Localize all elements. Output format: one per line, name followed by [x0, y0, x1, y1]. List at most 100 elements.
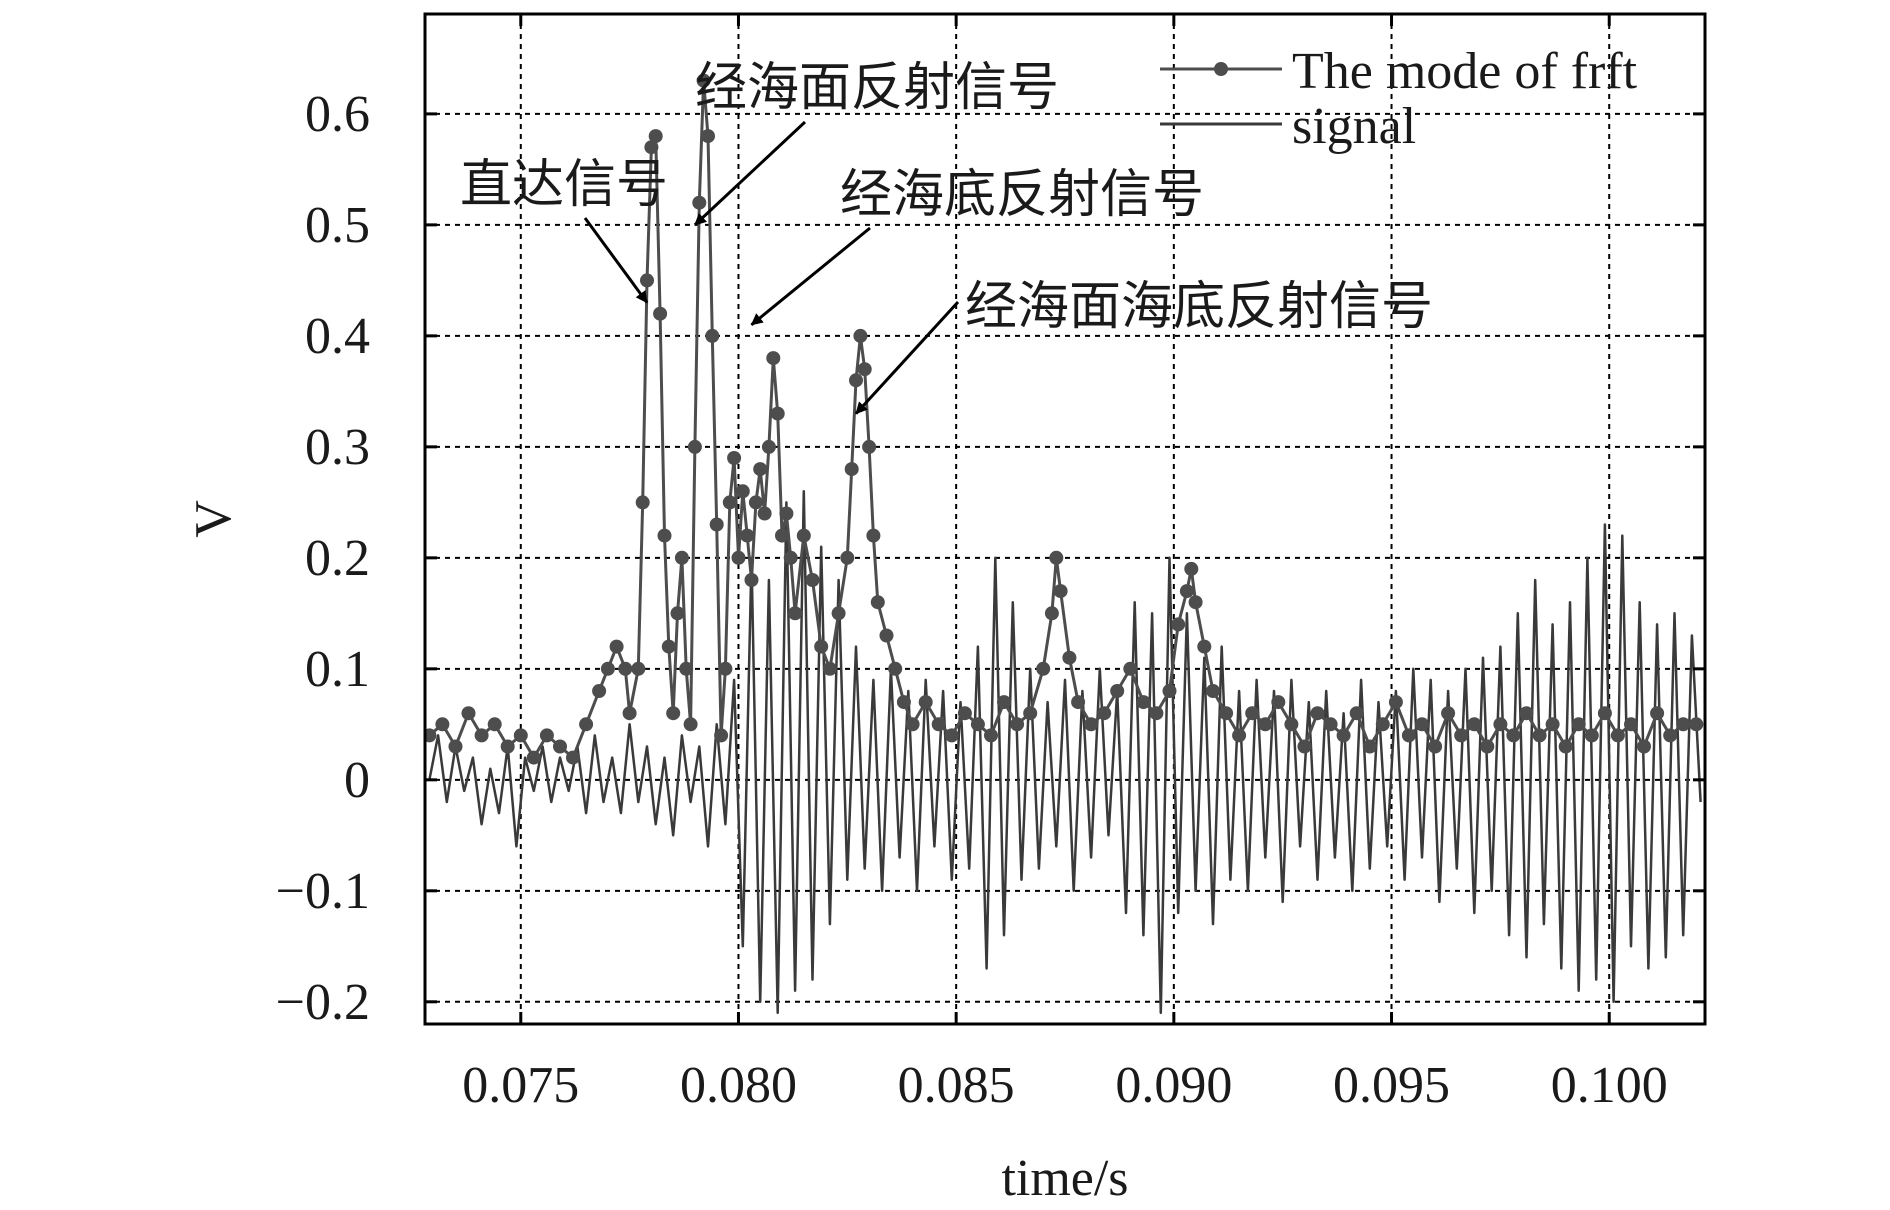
y-tick-label-5: 0.3	[305, 419, 370, 476]
series-point-the-mode-of-frft-64	[857, 362, 872, 377]
series-point-the-mode-of-frft-48	[761, 439, 776, 454]
legend-label-signal: signal	[1292, 98, 1416, 155]
y-tick-label-8: 0.6	[305, 86, 370, 143]
series-point-the-mode-of-frft-20	[640, 273, 654, 288]
series-point-the-mode-of-frft-94	[1171, 617, 1186, 632]
series-point-the-mode-of-frft-102	[1245, 706, 1260, 721]
series-point-the-mode-of-frft-127	[1571, 717, 1586, 732]
series-point-the-mode-of-frft-112	[1375, 717, 1390, 732]
series-point-the-mode-of-frft-96	[1184, 561, 1199, 576]
x-axis-label: time/s	[1001, 1150, 1128, 1205]
series-point-the-mode-of-frft-34	[701, 129, 715, 144]
series-point-the-mode-of-frft-124	[1532, 728, 1547, 743]
series-point-the-mode-of-frft-13	[592, 684, 607, 698]
series-point-the-mode-of-frft-53	[783, 550, 798, 565]
series-point-the-mode-of-frft-21	[644, 140, 659, 155]
series-point-the-mode-of-frft-133	[1650, 706, 1665, 721]
series-point-the-mode-of-frft-123	[1519, 706, 1534, 721]
series-point-the-mode-of-frft-11	[566, 750, 580, 765]
series-point-the-mode-of-frft-63	[853, 328, 868, 343]
series-point-the-mode-of-frft-84	[1053, 584, 1068, 599]
x-tick-label-2: 0.085	[898, 1057, 1015, 1114]
series-point-the-mode-of-frft-97	[1188, 595, 1203, 610]
series-point-the-mode-of-frft-51	[775, 528, 789, 543]
series-point-the-mode-of-frft-74	[944, 728, 959, 743]
y-tick-label-0: −0.2	[276, 974, 370, 1031]
series-point-the-mode-of-frft-118	[1454, 728, 1469, 743]
series-point-the-mode-of-frft-44	[744, 573, 759, 587]
series-point-the-mode-of-frft-122	[1506, 728, 1521, 743]
series-point-the-mode-of-frft-114	[1401, 728, 1416, 743]
y-tick-label-6: 0.4	[305, 308, 370, 365]
annotation-arrow-3	[854, 300, 960, 415]
series-point-the-mode-of-frft-107	[1310, 706, 1325, 721]
series-point-the-mode-of-frft-120	[1480, 739, 1495, 754]
series-point-the-mode-of-frft-57	[814, 639, 829, 654]
series-point-the-mode-of-frft-38	[718, 661, 733, 676]
series-point-the-mode-of-frft-95	[1179, 584, 1194, 599]
series-point-the-mode-of-frft-121	[1493, 717, 1508, 732]
series-point-the-mode-of-frft-19	[635, 495, 650, 510]
series-point-the-mode-of-frft-86	[1071, 695, 1086, 710]
series-point-the-mode-of-frft-65	[862, 439, 877, 454]
series-point-the-mode-of-frft-32	[692, 195, 707, 210]
series-point-the-mode-of-frft-56	[805, 573, 820, 587]
y-tick-label-3: 0.1	[305, 641, 370, 698]
series-line-signal	[428, 490, 1702, 1015]
series-the-mode-of-frft	[425, 73, 1704, 765]
series-point-the-mode-of-frft-43	[740, 528, 755, 543]
x-tick-labels: 0.075 0.080 0.085 0.090 0.095 0.100	[462, 1057, 1667, 1114]
series-point-the-mode-of-frft-83	[1049, 550, 1064, 565]
series-point-the-mode-of-frft-47	[757, 506, 772, 521]
series-point-the-mode-of-frft-130	[1610, 728, 1625, 743]
annotation-arrow-2	[750, 226, 871, 326]
series-point-the-mode-of-frft-73	[931, 717, 946, 732]
series-point-the-mode-of-frft-81	[1036, 661, 1051, 676]
series-point-the-mode-of-frft-17	[622, 706, 637, 721]
series-point-the-mode-of-frft-60	[840, 550, 855, 565]
series-point-the-mode-of-frft-108	[1323, 717, 1338, 732]
series-point-the-mode-of-frft-62	[849, 373, 863, 388]
series-point-the-mode-of-frft-132	[1637, 739, 1651, 754]
annotation-surface-reflection: 经海面反射信号	[695, 60, 1059, 117]
series-point-the-mode-of-frft-25	[661, 639, 676, 654]
series-point-the-mode-of-frft-54	[788, 606, 803, 621]
series-point-the-mode-of-frft-41	[731, 550, 746, 565]
series-point-the-mode-of-frft-69	[888, 661, 903, 676]
series-point-the-mode-of-frft-119	[1467, 717, 1482, 732]
y-tick-label-7: 0.5	[305, 197, 370, 254]
series-point-the-mode-of-frft-125	[1545, 717, 1560, 732]
x-tick-label-0: 0.075	[462, 1057, 579, 1114]
series-point-the-mode-of-frft-116	[1428, 739, 1443, 754]
series-point-the-mode-of-frft-88	[1097, 706, 1112, 721]
series-point-the-mode-of-frft-113	[1388, 695, 1403, 710]
series-point-the-mode-of-frft-85	[1062, 650, 1077, 665]
series-point-the-mode-of-frft-14	[600, 661, 615, 676]
x-tick-label-1: 0.080	[680, 1057, 797, 1114]
series-point-the-mode-of-frft-59	[831, 606, 846, 621]
series-point-the-mode-of-frft-103	[1258, 717, 1273, 732]
series-point-the-mode-of-frft-2	[448, 739, 463, 754]
series-point-the-mode-of-frft-52	[779, 506, 794, 521]
series-point-the-mode-of-frft-39	[722, 495, 737, 510]
annotation-arrow-0	[583, 217, 649, 304]
series-point-the-mode-of-frft-55	[796, 528, 811, 543]
series-point-the-mode-of-frft-109	[1336, 728, 1351, 743]
series-point-the-mode-of-frft-0	[425, 728, 437, 743]
series-point-the-mode-of-frft-80	[1023, 706, 1038, 721]
y-tick-label-2: 0	[344, 752, 370, 809]
annotation-direct-signal: 直达信号	[460, 157, 668, 214]
series-point-the-mode-of-frft-117	[1441, 706, 1456, 721]
y-tick-labels: −0.2 −0.1 0 0.1 0.2 0.3 0.4 0.5 0.6	[276, 86, 370, 1031]
series-point-the-mode-of-frft-90	[1123, 661, 1138, 676]
series-point-the-mode-of-frft-67	[870, 595, 885, 610]
series-point-the-mode-of-frft-126	[1558, 739, 1573, 754]
series-point-the-mode-of-frft-131	[1624, 717, 1638, 732]
series-point-the-mode-of-frft-92	[1149, 706, 1164, 721]
series-point-the-mode-of-frft-93	[1162, 684, 1177, 698]
series-point-the-mode-of-frft-82	[1044, 606, 1059, 621]
tick-marks	[425, 14, 1705, 1024]
series-point-the-mode-of-frft-101	[1232, 728, 1247, 743]
series-point-the-mode-of-frft-129	[1597, 706, 1612, 721]
